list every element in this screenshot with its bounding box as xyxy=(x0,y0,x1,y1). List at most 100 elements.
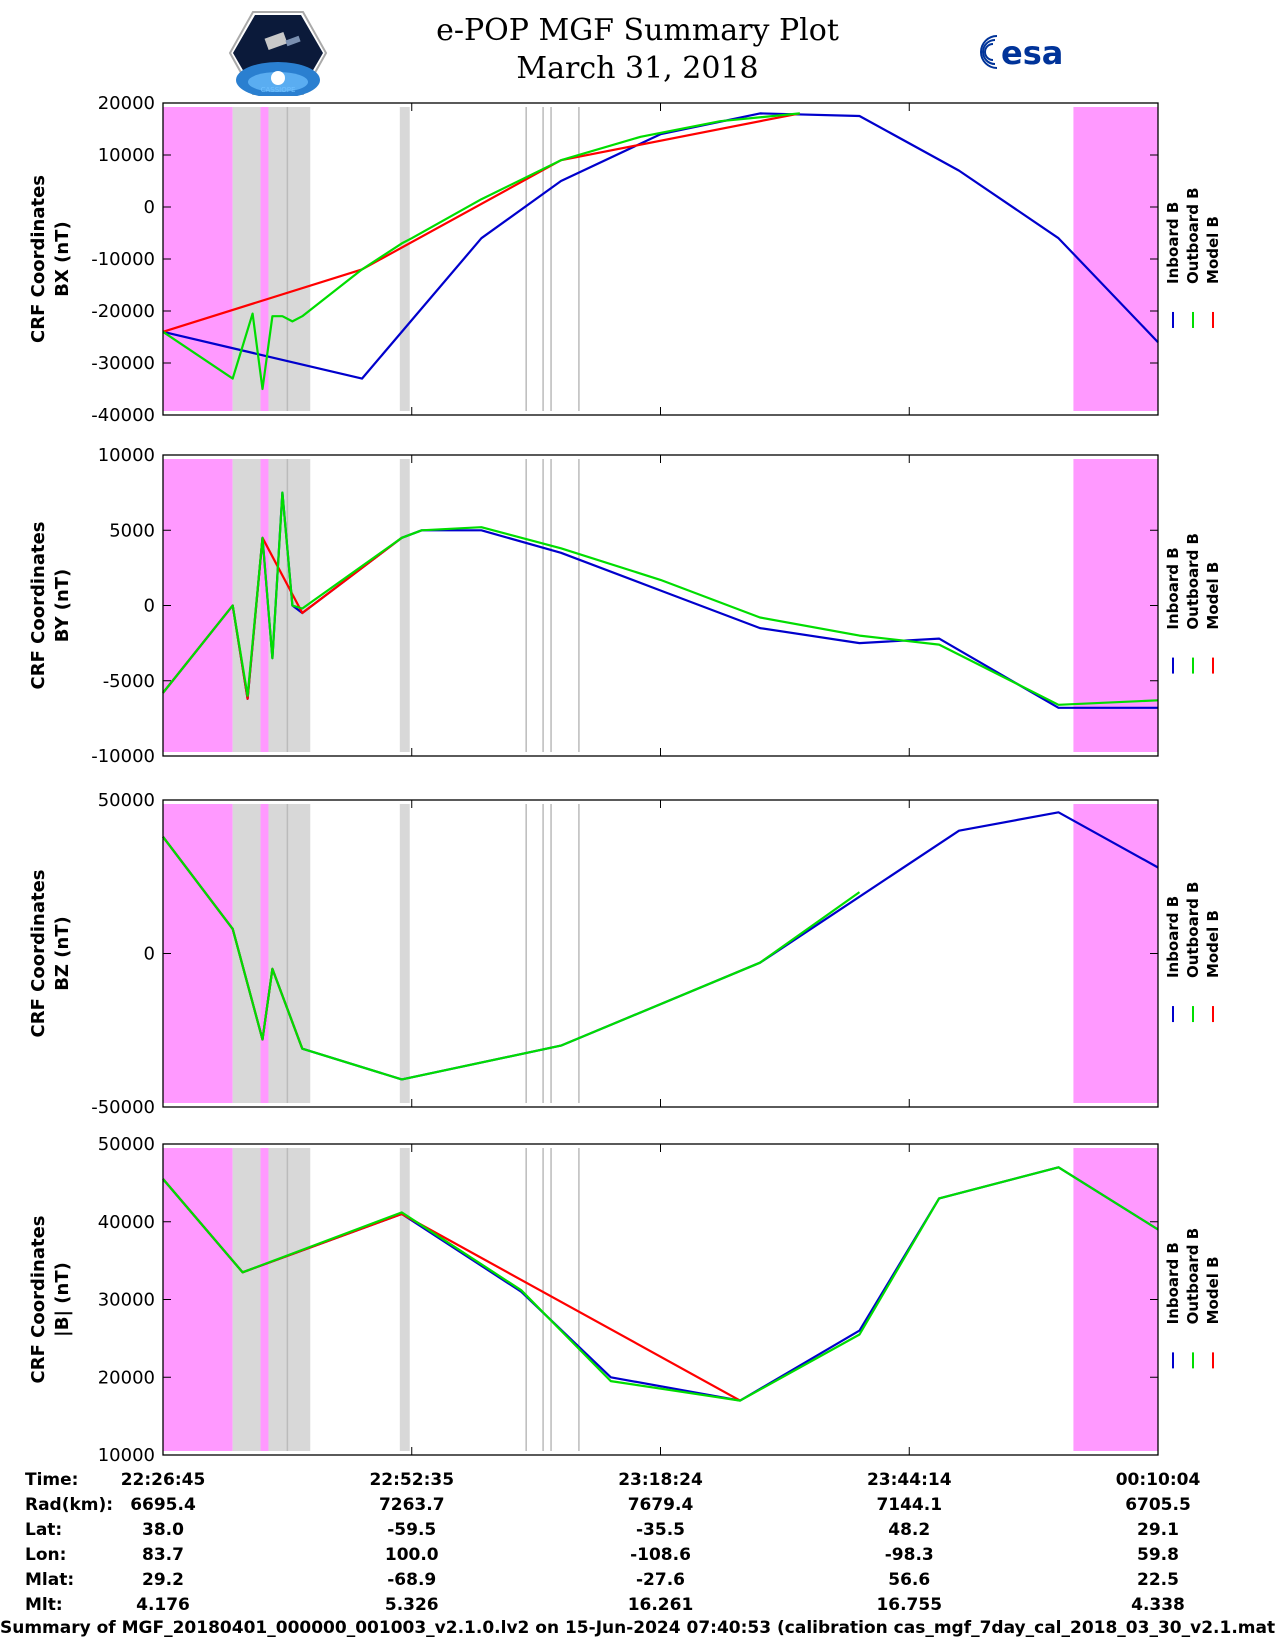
magenta-shade-band xyxy=(1073,804,1158,1103)
magenta-shade-band xyxy=(163,459,233,752)
info-row-value: 38.0 xyxy=(142,1520,184,1540)
esa-logo: esa xyxy=(980,34,1063,72)
series-line-inboard-b xyxy=(162,1166,1159,1402)
legend-label: Outboard B xyxy=(1184,1228,1202,1325)
info-row-label: Mlt: xyxy=(25,1595,63,1615)
plot-frame xyxy=(162,799,1159,1108)
gray-shade-band xyxy=(268,1148,311,1451)
series-line-model-b xyxy=(162,112,801,333)
info-row-value: 7679.4 xyxy=(628,1495,694,1515)
esa-logo-text: esa xyxy=(1001,34,1063,72)
info-row-value: -27.6 xyxy=(636,1570,685,1590)
info-row-value: 16.755 xyxy=(876,1595,942,1615)
y-tick-label: -50000 xyxy=(91,1097,155,1118)
legend-label: Inboard B xyxy=(1164,1242,1182,1324)
y-tick-label: 0 xyxy=(144,944,155,965)
info-row-value: 23:18:24 xyxy=(618,1470,703,1490)
series-line-outboard-b xyxy=(162,1166,1159,1402)
magenta-shade-band xyxy=(260,804,269,1103)
magenta-shade-band xyxy=(1073,1148,1158,1451)
gray-shade-band xyxy=(232,1148,261,1451)
y-tick-label: 50000 xyxy=(98,790,155,811)
info-row-value: 7263.7 xyxy=(379,1495,445,1515)
y-tick-label: 50000 xyxy=(98,1134,155,1155)
mgf-summary-chart: -40000 -30000 -20000 -10000 0 10000 20000 CRF C… xyxy=(25,93,1222,1615)
gray-shade-band xyxy=(399,804,410,1103)
magenta-shade-band xyxy=(260,459,269,752)
y-tick-label: 0 xyxy=(144,596,155,617)
info-row-label: Rad(km): xyxy=(25,1495,113,1515)
info-row-value: 23:44:14 xyxy=(867,1470,952,1490)
gray-shade-band xyxy=(399,107,410,411)
info-row-value: 7144.1 xyxy=(876,1495,942,1515)
info-row-value: 59.8 xyxy=(1137,1545,1179,1565)
panel-BX: -40000 -30000 -20000 -10000 0 10000 20000 CRF C… xyxy=(28,93,1222,426)
legend-label: Outboard B xyxy=(1184,881,1202,978)
info-row-label: Mlat: xyxy=(25,1570,74,1590)
series-line-outboard-b xyxy=(162,491,1159,706)
y-tick-label: 10000 xyxy=(98,1445,155,1466)
y-axis-label-line2: BY (nT) xyxy=(52,569,73,643)
panel-abs-B: 10000 20000 30000 40000 50000 CRF Coordinates… xyxy=(28,1134,1222,1466)
legend-label: Model B xyxy=(1204,562,1222,630)
magenta-shade-band xyxy=(163,107,233,411)
info-row-value: 29.1 xyxy=(1137,1520,1179,1540)
y-axis-label-line2: |B| (nT) xyxy=(52,1262,73,1337)
gray-shade-band xyxy=(399,459,410,752)
legend-label: Inboard B xyxy=(1164,202,1182,284)
info-row-value: 100.0 xyxy=(385,1545,439,1565)
y-axis-label-line1: CRF Coordinates xyxy=(28,870,49,1038)
gray-shade-band xyxy=(232,804,261,1103)
info-row-value: 29.2 xyxy=(142,1570,184,1590)
info-row-value: -68.9 xyxy=(387,1570,436,1590)
magenta-shade-band xyxy=(1073,107,1158,411)
y-axis-label-line2: BX (nT) xyxy=(52,221,73,296)
cassiope-mission-logo: CASSIOPE xyxy=(228,11,328,96)
info-row-value: -108.6 xyxy=(630,1545,691,1565)
info-row-value: 4.338 xyxy=(1131,1595,1185,1615)
gray-shade-band xyxy=(268,107,311,411)
chart-title-line2: March 31, 2018 xyxy=(516,51,759,86)
info-row-value: 6695.4 xyxy=(130,1495,196,1515)
chart-title-line1: e-POP MGF Summary Plot xyxy=(436,13,839,48)
series-line-inboard-b xyxy=(162,112,1159,380)
info-row-value: 83.7 xyxy=(142,1545,184,1565)
y-tick-label: -5000 xyxy=(103,671,155,692)
info-row-value: 5.326 xyxy=(385,1595,439,1615)
legend-label: Inboard B xyxy=(1164,547,1182,629)
plot-frame xyxy=(162,102,1159,416)
info-row-value: -35.5 xyxy=(636,1520,685,1540)
y-axis-label-line1: CRF Coordinates xyxy=(28,1216,49,1384)
info-row-value: 56.6 xyxy=(888,1570,930,1590)
legend-label: Outboard B xyxy=(1184,533,1202,630)
info-row-value: 48.2 xyxy=(888,1520,930,1540)
magenta-shade-band xyxy=(260,1148,269,1451)
info-row-value: 4.176 xyxy=(136,1595,190,1615)
y-tick-label: 20000 xyxy=(98,93,155,114)
gray-shade-band xyxy=(399,1148,410,1451)
info-row-value: 22:26:45 xyxy=(121,1470,206,1490)
legend-label: Model B xyxy=(1204,910,1222,978)
gray-shade-band xyxy=(268,804,311,1103)
info-row-value: -59.5 xyxy=(387,1520,436,1540)
info-row-value: -98.3 xyxy=(885,1545,934,1565)
series-line-inboard-b xyxy=(162,811,1159,1081)
series-line-outboard-b xyxy=(162,836,861,1081)
y-tick-label: 30000 xyxy=(98,1290,155,1311)
panel-BZ: -50000 0 50000 CRF Coordinates BZ (nT) Inboar… xyxy=(28,790,1222,1118)
legend-label: Model B xyxy=(1204,1256,1222,1324)
y-tick-label: -40000 xyxy=(91,405,155,426)
plot-frame xyxy=(162,1143,1159,1456)
legend-label: Outboard B xyxy=(1184,187,1202,284)
info-row-value: 22.5 xyxy=(1137,1570,1179,1590)
y-tick-label: 10000 xyxy=(98,145,155,166)
info-row-label: Time: xyxy=(25,1470,78,1490)
info-row-label: Lon: xyxy=(25,1545,66,1565)
magenta-shade-band xyxy=(260,107,269,411)
y-tick-label: 5000 xyxy=(109,520,155,541)
series-line-outboard-b xyxy=(162,112,800,391)
legend-label: Inboard B xyxy=(1164,896,1182,978)
magenta-shade-band xyxy=(163,1148,233,1451)
y-tick-label: -20000 xyxy=(91,301,155,322)
info-row-value: 22:52:35 xyxy=(369,1470,454,1490)
